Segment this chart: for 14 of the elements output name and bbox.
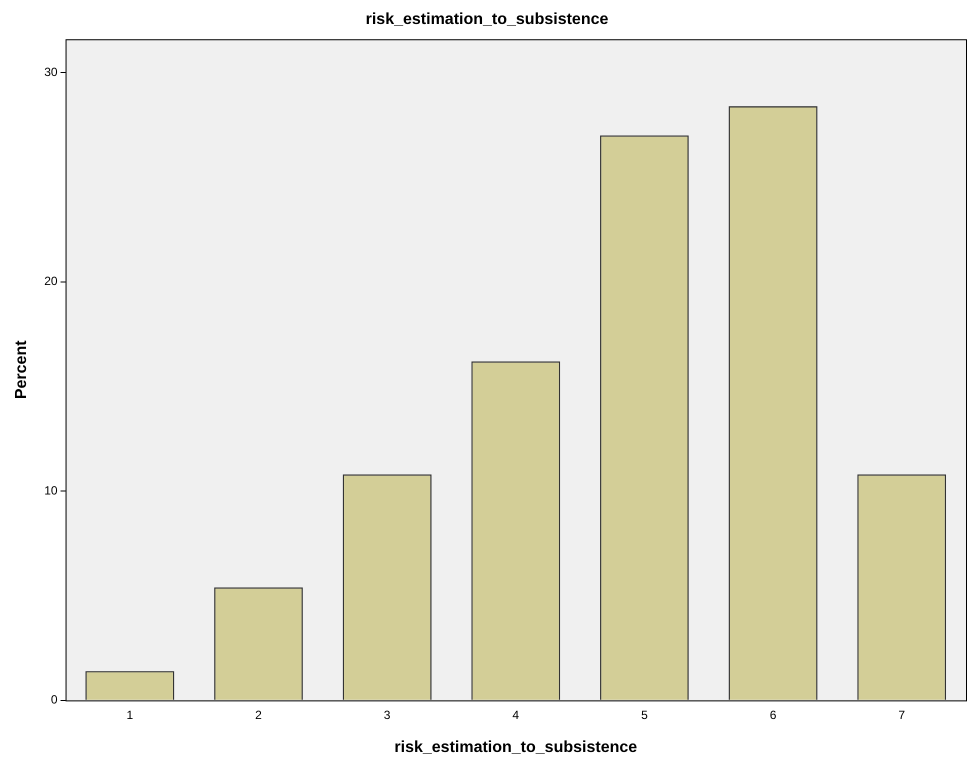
y-tick-label: 30 bbox=[44, 64, 58, 79]
x-tick-label: 4 bbox=[512, 708, 520, 722]
y-tick-label: 20 bbox=[44, 274, 58, 288]
x-tick-label: 3 bbox=[384, 708, 391, 722]
chart-title: risk_estimation_to_subsistence bbox=[366, 11, 608, 28]
x-tick-label: 1 bbox=[126, 708, 134, 722]
x-tick-label: 5 bbox=[641, 708, 648, 722]
x-axis-title: risk_estimation_to_subsistence bbox=[394, 738, 638, 756]
x-tick-label: 2 bbox=[255, 708, 262, 722]
y-tick-label: 10 bbox=[44, 483, 58, 498]
y-axis-title: Percent bbox=[13, 340, 30, 400]
y-tick-label: 0 bbox=[50, 692, 58, 707]
x-tick-label: 7 bbox=[898, 708, 906, 722]
x-tick-label: 6 bbox=[770, 708, 777, 722]
